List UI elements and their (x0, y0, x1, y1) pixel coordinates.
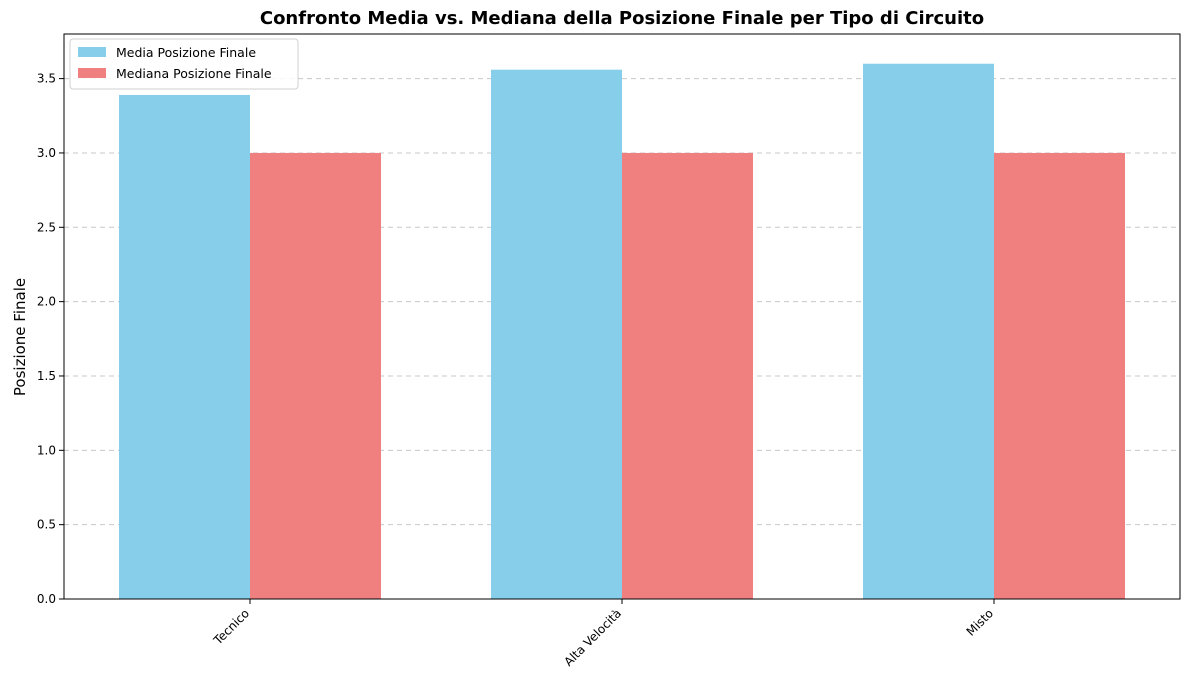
legend-box (69, 38, 299, 90)
y-tick-label: 3.5 (37, 72, 56, 86)
legend-entry: Mediana Posizione Finale (116, 66, 272, 81)
legend-swatch (78, 68, 106, 78)
bar-media-0 (119, 94, 250, 600)
bar-media-2 (863, 63, 994, 600)
bar-media-1 (491, 69, 622, 600)
x-tick-label: Alta Velocità (561, 606, 624, 669)
bar-mediana-0 (250, 152, 381, 599)
y-tick-label: 3.0 (37, 146, 56, 160)
y-tick-label: 2.5 (37, 220, 56, 234)
y-tick-label: 1.0 (37, 443, 56, 457)
bar-mediana-2 (994, 152, 1125, 599)
bars (119, 63, 1125, 600)
y-tick-label: 0.5 (37, 518, 56, 532)
bar-mediana-1 (622, 152, 753, 599)
legend-entry: Media Posizione Finale (116, 45, 256, 60)
legend: Media Posizione Finale Mediana Posizione … (69, 38, 299, 90)
legend-swatch (78, 47, 106, 57)
y-tick-label: 1.5 (37, 369, 56, 383)
x-tick-label: Tecnico (210, 606, 252, 648)
x-axis-ticks: Tecnico Alta Velocità Misto (210, 599, 996, 669)
y-tick-label: 0.0 (37, 592, 56, 606)
y-tick-label: 2.0 (37, 295, 56, 309)
chart-title: Confronto Media vs. Mediana della Posizi… (260, 8, 984, 29)
y-axis-label: Posizione Finale (11, 278, 29, 396)
x-tick-label: Misto (964, 606, 997, 639)
y-axis-ticks: 0.0 0.5 1.0 1.5 2.0 2.5 3.0 3.5 (37, 72, 64, 606)
